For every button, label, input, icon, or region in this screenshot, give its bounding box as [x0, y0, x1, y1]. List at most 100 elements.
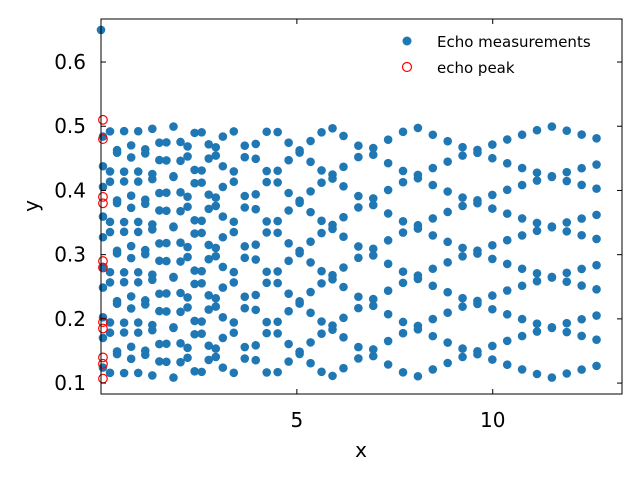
data-point	[354, 354, 363, 363]
data-point	[273, 216, 282, 226]
data-point	[197, 178, 206, 187]
data-point	[105, 177, 115, 187]
data-point	[443, 187, 452, 196]
data-point	[105, 217, 115, 227]
data-point	[317, 329, 326, 339]
data-point	[251, 290, 261, 300]
data-point	[428, 314, 438, 324]
data-point	[413, 224, 423, 233]
data-point	[547, 222, 557, 232]
data-point	[428, 214, 438, 223]
data-point	[273, 278, 282, 288]
data-point	[119, 177, 129, 186]
data-point	[306, 136, 315, 146]
data-point	[169, 171, 178, 181]
data-point	[354, 191, 363, 201]
data-point	[133, 177, 143, 186]
data-point	[176, 307, 185, 317]
y-tick-label: 0.4	[54, 178, 86, 202]
data-point	[155, 138, 164, 148]
data-point	[133, 328, 143, 337]
data-point	[488, 240, 497, 250]
data-point	[273, 228, 282, 238]
data-point	[517, 264, 527, 274]
data-point	[458, 293, 467, 303]
data-point	[190, 329, 199, 339]
data-point	[284, 306, 293, 316]
data-point	[218, 262, 228, 272]
data-point	[262, 278, 272, 288]
data-point	[458, 193, 467, 202]
data-point	[148, 169, 157, 179]
data-point	[176, 206, 185, 216]
data-point	[488, 140, 497, 149]
data-point	[126, 354, 136, 364]
data-point	[532, 327, 542, 336]
data-point	[354, 242, 363, 251]
data-point	[240, 152, 250, 162]
data-point	[562, 218, 572, 227]
data-point	[105, 318, 115, 327]
echo-peak-point	[98, 256, 108, 266]
data-point	[443, 157, 452, 166]
data-point	[229, 217, 239, 227]
data-point	[119, 126, 129, 136]
data-point	[169, 373, 178, 382]
data-point	[398, 177, 408, 187]
data-point	[211, 193, 221, 202]
data-point	[502, 286, 512, 295]
data-point	[328, 275, 337, 284]
data-point	[488, 291, 497, 300]
legend: Echo measurements echo peak	[401, 33, 591, 77]
data-point	[306, 308, 315, 318]
data-point	[240, 354, 250, 363]
data-point	[562, 227, 572, 236]
echo-peak-point	[98, 373, 108, 384]
data-point	[473, 198, 482, 208]
data-point	[211, 243, 221, 253]
data-point	[176, 339, 185, 348]
data-point	[295, 347, 304, 356]
data-point	[204, 139, 214, 149]
data-point	[204, 190, 214, 199]
data-point	[517, 214, 527, 223]
x-axis-label: x	[355, 438, 367, 462]
data-point	[211, 302, 221, 311]
data-point	[197, 266, 206, 276]
data-point	[229, 127, 239, 136]
data-point	[306, 207, 315, 217]
data-point	[105, 267, 115, 277]
data-point	[517, 331, 527, 341]
data-point	[592, 335, 601, 344]
data-point	[368, 143, 378, 153]
data-point	[98, 232, 108, 242]
data-point	[176, 257, 185, 266]
data-point	[126, 203, 136, 213]
legend-marker-echo-peak	[401, 61, 413, 73]
data-point	[197, 329, 206, 338]
data-point	[428, 281, 438, 291]
data-point	[273, 329, 282, 338]
data-point	[155, 155, 164, 165]
data-point	[339, 363, 348, 373]
data-point	[295, 248, 304, 258]
data-point	[306, 338, 315, 347]
data-point	[592, 160, 601, 169]
data-point	[155, 339, 164, 349]
data-point	[162, 188, 171, 198]
data-point	[284, 206, 293, 215]
echo-peak-point	[98, 352, 108, 363]
data-point	[328, 123, 337, 133]
data-point	[262, 177, 272, 187]
echo-peak-point	[98, 191, 108, 202]
data-point	[368, 150, 378, 160]
data-point	[162, 339, 171, 349]
data-point	[488, 341, 497, 351]
data-point	[240, 253, 250, 263]
data-point	[240, 141, 250, 150]
data-point	[502, 135, 512, 144]
data-point	[562, 277, 572, 287]
data-point	[306, 237, 315, 247]
data-point	[532, 319, 542, 328]
data-point	[517, 314, 527, 324]
